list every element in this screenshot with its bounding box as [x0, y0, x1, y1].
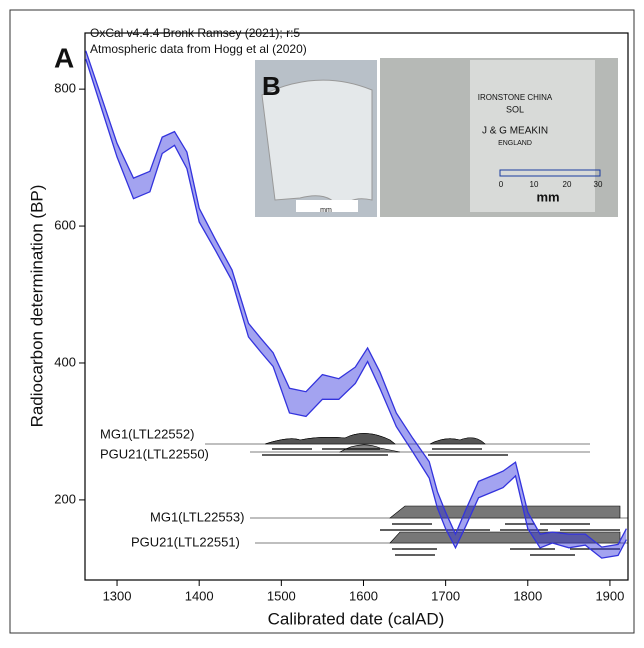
dist: [264, 433, 486, 445]
x-tick-label: 1600: [349, 588, 378, 603]
stamp-area: [470, 60, 595, 212]
stamp-text: J & G MEAKIN: [482, 126, 548, 137]
x-axis-label: Calibrated date (calAD): [268, 609, 445, 628]
scale-unit: mm: [320, 207, 332, 214]
ruler-unit: mm: [536, 189, 559, 204]
y-tick-label: 600: [54, 217, 76, 232]
ruler-label: 30: [594, 180, 603, 189]
inset: mm B IRONSTONE CHINA SOL J & G MEAKIN EN…: [255, 58, 618, 217]
range-bracket: [262, 448, 620, 556]
y-tick-label: 800: [54, 81, 76, 96]
note: OxCal v4.4.4 Bronk Ramsey (2021); r:5: [90, 26, 300, 40]
band-upper: [85, 50, 627, 548]
x-tick-label: 1400: [185, 588, 214, 603]
x-tick-label: 1300: [103, 588, 132, 603]
stamp-text: IRONSTONE CHINA: [478, 93, 553, 102]
ruler-label: 0: [499, 180, 504, 189]
stamp-text: ENGLAND: [498, 140, 532, 147]
sample-label: PGU21(LTL22551): [131, 534, 240, 549]
note: Atmospheric data from Hogg et al (2020): [90, 42, 307, 56]
y-axis-label: Radiocarbon determination (BP): [27, 185, 46, 428]
sample-label: MG1(LTL22552): [100, 426, 194, 441]
band-lower: [85, 58, 627, 559]
scale-bar: [296, 200, 358, 212]
shard: [261, 79, 373, 211]
x-tick-label: 1700: [431, 588, 460, 603]
y-tick-label: 200: [54, 491, 76, 506]
ruler: [499, 169, 601, 177]
ruler-label: 20: [563, 180, 572, 189]
y-tick-label: 400: [54, 354, 76, 369]
stamp-text: SOL: [506, 104, 524, 114]
plot-frame: [84, 32, 629, 581]
x-tick-label: 1900: [595, 588, 624, 603]
sample-label: PGU21(LTL22550): [100, 446, 209, 461]
panel-label: B: [262, 71, 281, 101]
panel-label: A: [54, 42, 74, 73]
sample-label: MG1(LTL22553): [150, 509, 244, 524]
x-tick-label: 1800: [513, 588, 542, 603]
x-tick-label: 1500: [267, 588, 296, 603]
ruler-label: 10: [530, 180, 539, 189]
